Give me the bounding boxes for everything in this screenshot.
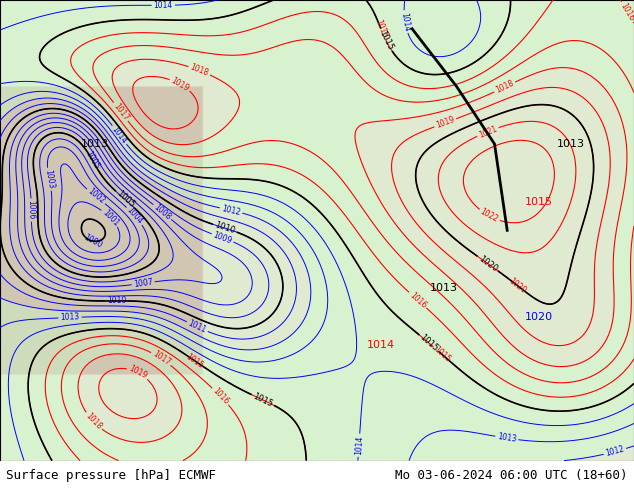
Text: 1015: 1015: [432, 345, 453, 365]
Text: 1014: 1014: [110, 124, 129, 146]
Text: 1015: 1015: [418, 333, 440, 353]
Text: 1016: 1016: [619, 1, 634, 23]
Text: 1014: 1014: [354, 435, 364, 455]
Text: 1012: 1012: [605, 445, 625, 458]
Text: 1015: 1015: [373, 18, 389, 40]
Text: 1019: 1019: [435, 115, 456, 130]
Text: 1005: 1005: [84, 149, 101, 171]
Text: 1015: 1015: [252, 392, 275, 409]
Text: 1013: 1013: [496, 432, 517, 444]
Text: 1017: 1017: [151, 349, 172, 368]
Text: 1006: 1006: [27, 200, 36, 220]
Text: 1018: 1018: [84, 412, 103, 432]
Text: 1004: 1004: [125, 206, 145, 226]
Text: 1018: 1018: [494, 79, 515, 95]
Text: 1007: 1007: [133, 277, 153, 289]
Text: 1003: 1003: [43, 169, 55, 190]
Text: 1008: 1008: [152, 202, 172, 221]
Text: 1001: 1001: [100, 208, 120, 228]
Text: 1002: 1002: [86, 187, 106, 206]
Text: 1000: 1000: [82, 233, 104, 250]
Text: 1009: 1009: [212, 230, 233, 245]
Text: 1015: 1015: [377, 29, 394, 51]
Text: Mo 03-06-2024 06:00 UTC (18+60): Mo 03-06-2024 06:00 UTC (18+60): [395, 469, 628, 482]
Text: 1013: 1013: [81, 139, 109, 149]
Text: 1016: 1016: [210, 386, 230, 406]
Text: 1014: 1014: [399, 12, 411, 32]
Text: 1013: 1013: [430, 283, 458, 293]
Text: Surface pressure [hPa] ECMWF: Surface pressure [hPa] ECMWF: [6, 469, 216, 482]
Text: 1015: 1015: [525, 196, 553, 206]
Text: 1017: 1017: [112, 101, 130, 122]
Text: 1016: 1016: [408, 291, 428, 310]
Text: 1015: 1015: [184, 352, 205, 370]
Text: 1011: 1011: [186, 318, 208, 335]
Text: 1020: 1020: [507, 276, 527, 295]
Text: 1005: 1005: [114, 189, 136, 210]
Text: 1013: 1013: [60, 313, 80, 322]
Text: 1019: 1019: [127, 364, 148, 381]
Text: 1012: 1012: [221, 204, 242, 217]
Text: 1013: 1013: [557, 139, 585, 149]
Text: 1010: 1010: [214, 220, 236, 236]
Text: 1019: 1019: [170, 75, 191, 93]
Text: 1014: 1014: [366, 341, 394, 350]
Text: 1014: 1014: [153, 0, 173, 10]
Text: 1020: 1020: [477, 254, 499, 273]
Text: 1020: 1020: [525, 312, 553, 321]
Text: 1018: 1018: [189, 63, 210, 78]
Text: 1010: 1010: [107, 296, 126, 305]
Text: 1021: 1021: [477, 124, 498, 140]
Text: 1022: 1022: [479, 207, 500, 224]
